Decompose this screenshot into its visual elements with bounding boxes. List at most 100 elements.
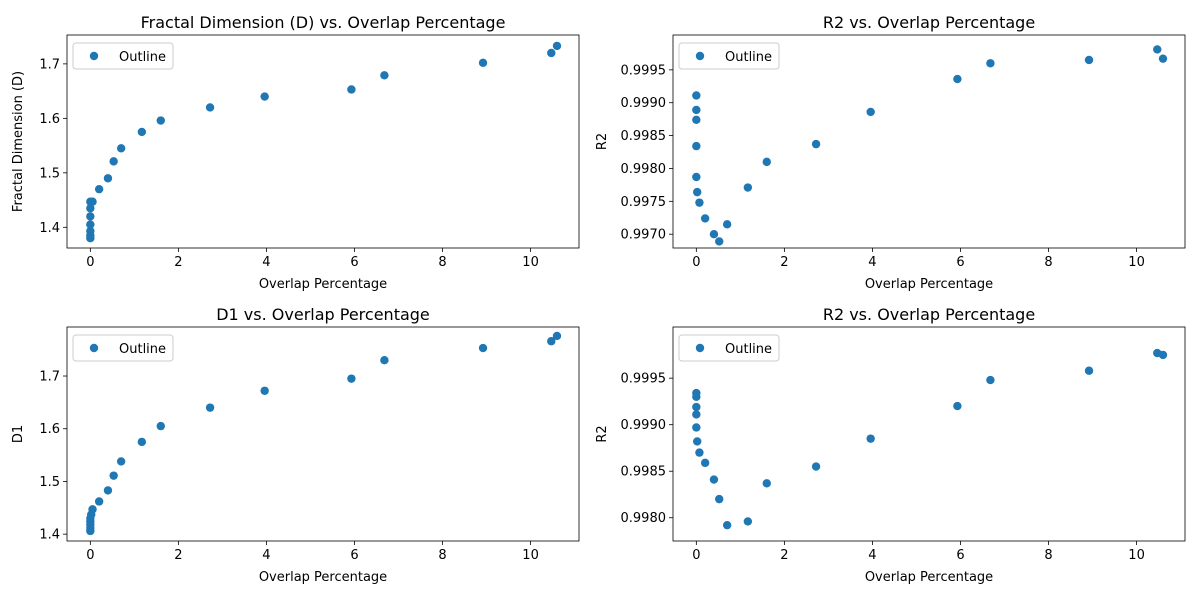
data-point (692, 105, 701, 115)
legend-box (72, 42, 174, 70)
legend-marker (695, 51, 705, 61)
y-tick-label: 0.9995 (621, 63, 667, 78)
data-point (205, 103, 215, 112)
x-tick-label: 10 (1128, 548, 1145, 563)
x-axis-label: Overlap Percentage (865, 277, 993, 292)
data-point (1158, 54, 1168, 63)
data-point (552, 331, 562, 341)
data-point (88, 505, 97, 514)
axes-frame (66, 326, 580, 542)
data-point (695, 448, 704, 457)
data-point (693, 187, 702, 197)
data-point (762, 157, 771, 167)
data-point (1153, 45, 1162, 54)
legend-marker (89, 51, 99, 61)
y-axis-label: D1 (11, 425, 26, 443)
y-tick-label: 0.9980 (621, 162, 667, 177)
axes-frame (672, 34, 1186, 249)
data-point (1084, 366, 1094, 375)
x-tick-label: 10 (522, 548, 539, 563)
y-tick-label: 0.9985 (621, 129, 667, 144)
legend: Outline (72, 42, 174, 70)
data-point (953, 74, 962, 84)
data-point (1158, 350, 1168, 360)
y-tick-label: 1.5 (39, 475, 60, 490)
data-point (478, 343, 488, 353)
data-point (953, 401, 962, 411)
data-point (260, 386, 269, 395)
data-point (86, 220, 95, 229)
legend-label: Outline (725, 342, 772, 357)
data-point (986, 375, 995, 385)
legend-label: Outline (119, 50, 166, 65)
legend: Outline (678, 334, 780, 362)
chart-title: D1 vs. Overlap Percentage (216, 305, 430, 324)
y-tick-label: 1.7 (39, 370, 60, 385)
x-tick-label: 10 (522, 255, 539, 270)
x-tick-label: 4 (262, 548, 270, 563)
x-tick-label: 10 (1128, 255, 1145, 270)
chart-title: R2 vs. Overlap Percentage (823, 13, 1035, 32)
data-point (156, 421, 165, 431)
x-tick-label: 0 (86, 548, 94, 563)
x-tick-label: 8 (438, 255, 446, 270)
data-point (478, 58, 488, 67)
axes-frame (672, 326, 1186, 542)
data-point (743, 517, 753, 526)
x-tick-label: 4 (262, 255, 270, 270)
y-tick-label: 1.5 (39, 166, 60, 181)
y-tick-label: 0.9995 (621, 372, 667, 387)
y-axis-label: R2 (595, 425, 610, 442)
data-point (86, 226, 95, 236)
y-tick-label: 0.9985 (621, 465, 667, 480)
data-point (137, 437, 147, 447)
y-axis-label: Fractal Dimension (D) (11, 71, 26, 212)
subplot-2: R2 vs. Overlap Percentage 0 2 4 6 8 10 0.9970 0.… (595, 13, 1186, 292)
y-tick-label: 0.9980 (621, 511, 667, 526)
data-point (347, 85, 356, 94)
x-tick-label: 0 (692, 548, 700, 563)
chart-title: Fractal Dimension (D) vs. Overlap Percen… (141, 13, 506, 32)
data-point (866, 434, 875, 443)
legend-label: Outline (725, 50, 772, 65)
y-tick-label: 1.6 (39, 112, 60, 127)
y-tick-label: 0.9990 (621, 96, 667, 111)
data-point (260, 92, 269, 101)
data-point (709, 475, 719, 484)
data-point (722, 220, 732, 229)
y-tick-label: 1.4 (39, 528, 60, 543)
data-point (103, 174, 113, 183)
y-tick-label: 1.7 (39, 57, 60, 72)
x-tick-label: 6 (350, 255, 358, 270)
data-point (986, 59, 995, 68)
x-tick-label: 0 (86, 255, 94, 270)
data-point (137, 127, 147, 137)
x-tick-label: 2 (174, 548, 182, 563)
legend-box (678, 334, 780, 362)
y-tick-label: 0.9970 (621, 228, 667, 243)
data-point (743, 183, 753, 192)
data-point (552, 41, 562, 51)
data-point (94, 184, 104, 194)
data-point (693, 437, 702, 446)
x-tick-label: 8 (1044, 548, 1052, 563)
data-point (692, 402, 701, 412)
y-tick-label: 0.9975 (621, 195, 667, 210)
x-tick-label: 6 (956, 548, 964, 563)
data-point (762, 479, 771, 488)
x-tick-label: 8 (438, 548, 446, 563)
data-point (700, 458, 710, 468)
legend-box (678, 42, 780, 70)
data-point (109, 471, 118, 480)
data-point (692, 410, 701, 419)
x-axis-label: Overlap Percentage (259, 277, 387, 292)
data-point (866, 107, 875, 117)
subplot-1: Fractal Dimension (D) vs. Overlap Percen… (11, 13, 580, 292)
data-point (692, 115, 701, 125)
data-point (715, 237, 724, 246)
x-tick-label: 0 (692, 255, 700, 270)
data-point (116, 457, 126, 466)
data-point (103, 486, 113, 495)
data-point (811, 462, 821, 471)
